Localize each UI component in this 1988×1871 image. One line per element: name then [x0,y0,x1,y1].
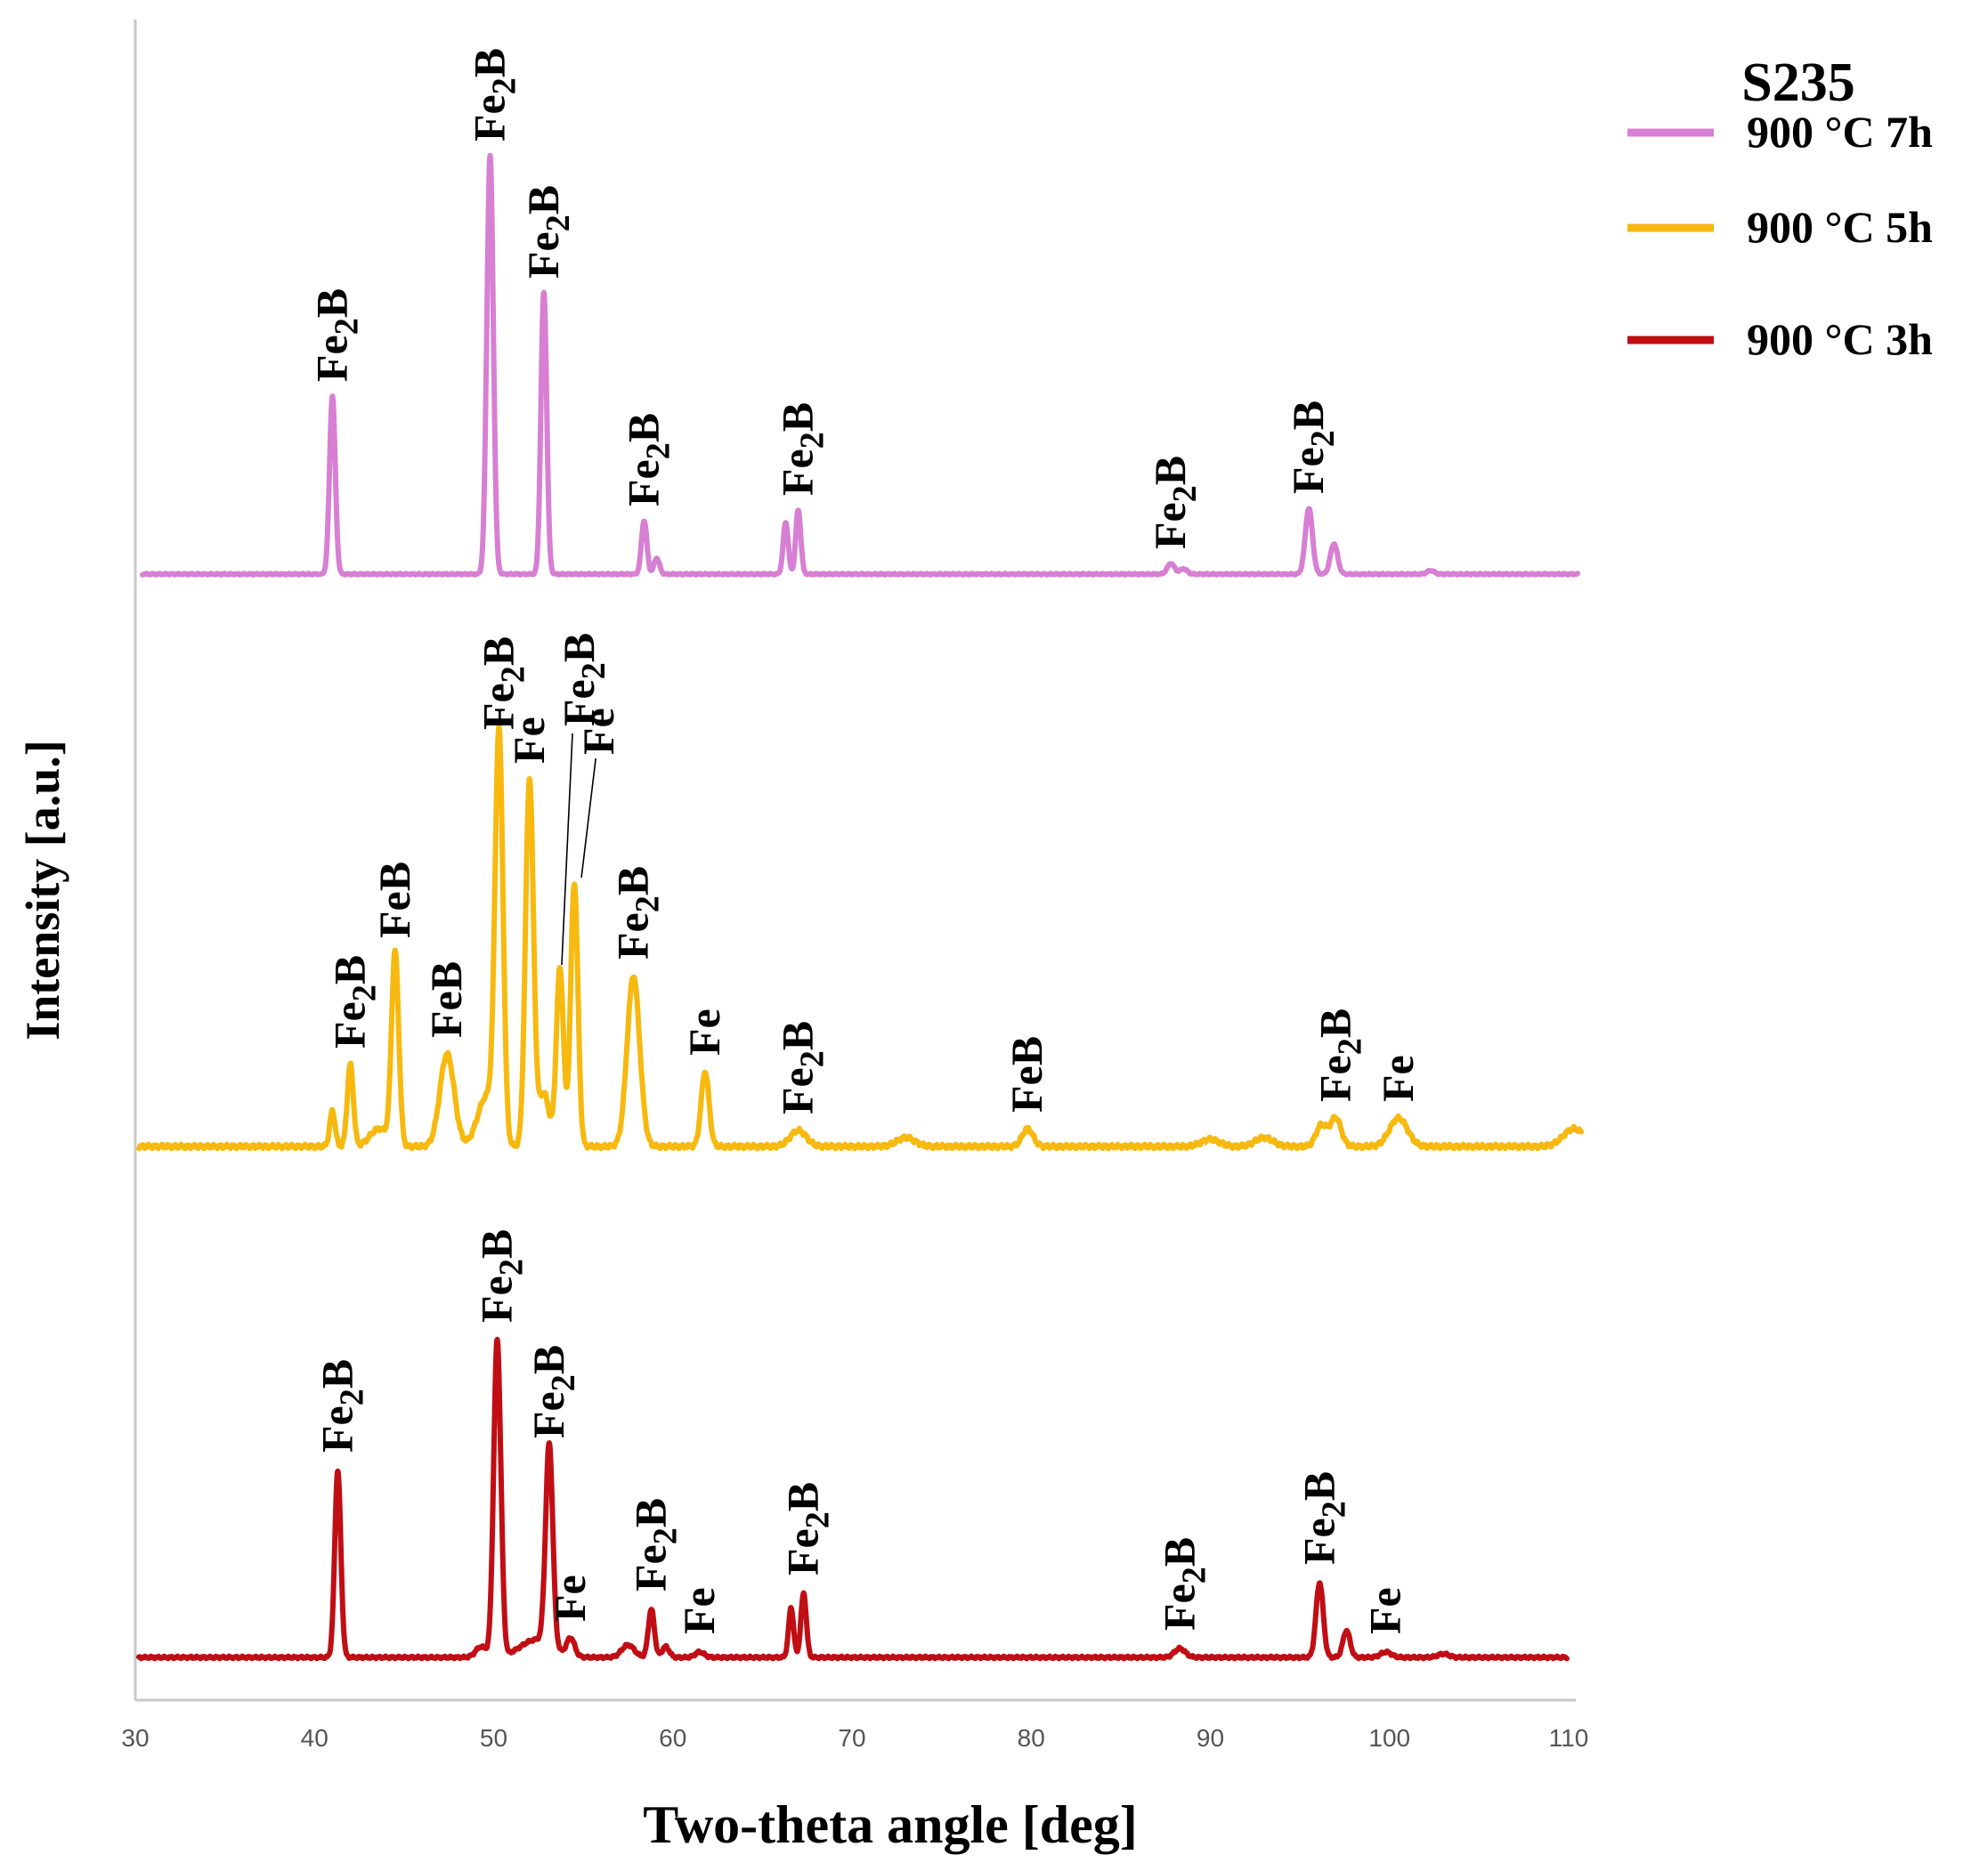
x-tick-label-50: 50 [480,1724,507,1752]
peak-label-fe2b: Fe2B [619,413,678,506]
peak-leader-line [580,757,596,879]
series-line-3 [136,1336,1570,1662]
x-tick-label-90: 90 [1197,1724,1224,1752]
peak-label-feb: FeB [1002,1036,1051,1113]
peak-label-fe: Fe [679,1008,729,1056]
x-axis-ticks: 30 40 50 60 70 80 90 100 110 [121,1724,1588,1752]
peak-label-fe2b: Fe2B [474,636,532,730]
series-group [136,152,1585,1662]
peak-label-fe2b: Fe2B [1145,456,1204,549]
axes [134,20,1576,1702]
peak-label-fe2b: Fe2B [626,1498,685,1592]
peak-label-fe2b: Fe2B [465,48,523,142]
peak-label-fe: Fe [545,1575,595,1622]
peak-label-fe2b: Fe2B [773,1021,832,1114]
peak-label-fe2b: Fe2B [472,1229,531,1323]
legend-items: 900 °C 7h 900 °C 5h 900 °C 3h [1627,107,1933,364]
peak-label-fe2b: Fe2B [312,1359,370,1453]
peak-leader-line [561,733,573,966]
peak-label-fe2b: Fe2B [1294,1471,1352,1565]
x-axis-title: Two-theta angle [deg] [643,1795,1137,1854]
peak-label-fe: Fe [504,717,554,764]
peak-label-fe2b: Fe2B [1310,1008,1368,1102]
peak-label-fe2b: Fe2B [325,955,384,1049]
legend-title: S235 [1741,53,1854,113]
peak-label-feb: FeB [421,961,471,1038]
x-tick-label-110: 110 [1549,1724,1589,1752]
x-tick-label-30: 30 [121,1724,149,1752]
peak-label-fe: Fe [674,1587,724,1634]
legend: S235 900 °C 7h 900 °C 5h 900 °C 3h [1627,53,1933,364]
peak-label-fe: Fe [573,708,623,755]
legend-label-3: 900 °C 3h [1747,314,1933,364]
peak-label-fe2b: Fe2B [778,1482,837,1575]
peak-label-fe: Fe [1360,1587,1410,1634]
peak-label-fe2b: Fe2B [554,633,613,726]
x-tick-label-60: 60 [659,1724,686,1752]
legend-label-2: 900 °C 5h [1747,202,1933,252]
peak-label-feb: FeB [369,862,419,938]
y-axis-title: Intensity [a.u.] [16,740,69,1041]
peak-label-fe2b: Fe2B [523,1345,582,1438]
x-tick-label-100: 100 [1368,1724,1410,1752]
peak-label-fe2b: Fe2B [518,185,577,279]
series-line-2 [136,723,1585,1152]
peak-label-fe: Fe [1373,1055,1423,1102]
peak-label-fe2b: Fe2B [1283,401,1342,494]
peak-label-fe2b: Fe2B [773,402,832,496]
peak-label-fe2b: Fe2B [306,288,365,382]
legend-label-1: 900 °C 7h [1747,107,1933,157]
x-tick-label-40: 40 [301,1724,329,1752]
peak-label-fe2b: Fe2B [608,866,667,960]
x-tick-label-80: 80 [1018,1724,1045,1752]
x-tick-label-70: 70 [838,1724,865,1752]
series-line-1 [140,152,1581,578]
peak-label-fe2b: Fe2B [1154,1537,1213,1631]
